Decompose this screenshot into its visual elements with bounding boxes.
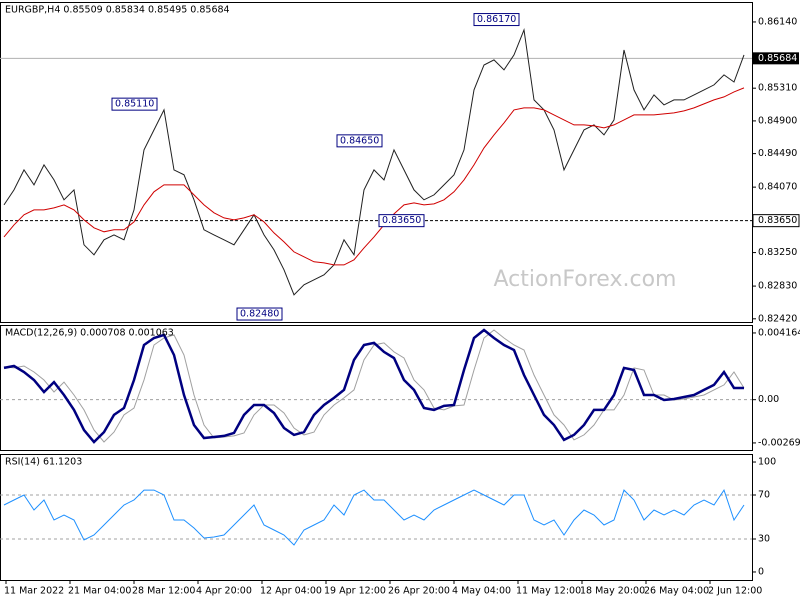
series-line	[3, 27, 745, 296]
annotation-label: 0.82480	[240, 309, 279, 320]
y-tick-label: 0.82420	[758, 313, 797, 324]
annotation-box	[378, 214, 425, 228]
annotation-label: 0.84650	[340, 135, 379, 146]
x-tick-label: 11 Mar 2022	[4, 586, 64, 597]
x-tick-label: 19 Apr 12:00	[324, 586, 386, 597]
x-tick-label: 11 May 12:00	[516, 586, 581, 597]
annotation-box	[111, 97, 158, 111]
y-tick-label: 0.84900	[758, 115, 797, 126]
series-line	[3, 488, 745, 546]
annotation-box	[236, 307, 283, 321]
annotation-label: 0.83650	[382, 215, 421, 226]
panel-title: RSI(14) 61.1203	[5, 457, 82, 468]
panel-frame	[0, 2, 753, 323]
y-tick-label: 70	[758, 490, 770, 501]
x-tick-label: 4 May 04:00	[452, 586, 511, 597]
y-tick-label: 0.004164	[758, 327, 800, 338]
annotation-box	[473, 13, 520, 27]
y-tick-label: 0.85310	[758, 83, 797, 94]
y-tick-label: 0.00	[758, 394, 779, 405]
series-line	[3, 87, 745, 266]
watermark: ActionForex.com	[494, 267, 677, 292]
y-tick-label: 0.82830	[758, 281, 797, 292]
x-tick-label: 28 Mar 12:00	[132, 586, 195, 597]
series-line	[3, 328, 744, 444]
annotation-box	[336, 134, 383, 148]
y-tick-label: 30	[758, 533, 770, 544]
current-price-box	[753, 52, 799, 65]
panel-title: EURGBP,H4 0.85509 0.85834 0.85495 0.8568…	[5, 5, 230, 16]
y-tick-label: 0	[758, 566, 764, 577]
support-label-box	[752, 214, 800, 228]
x-tick-label: 12 Apr 04:00	[260, 586, 322, 597]
panel-frame	[0, 454, 753, 581]
x-tick-label: 4 Apr 20:00	[196, 586, 252, 597]
x-tick-label: 26 Apr 20:00	[388, 586, 450, 597]
x-tick-label: 2 Jun 12:00	[708, 586, 762, 597]
x-tick-label: 18 May 20:00	[580, 586, 645, 597]
y-tick-label: -0.002699	[758, 437, 800, 448]
x-tick-label: 26 May 04:00	[644, 586, 709, 597]
current-price-label: 0.85684	[758, 53, 797, 64]
y-tick-label: 0.83250	[758, 247, 797, 258]
annotation-label: 0.86170	[477, 14, 516, 25]
panel-frame	[0, 325, 753, 451]
panel-title: MACD(12,26,9) 0.000708 0.001063	[5, 328, 174, 339]
series-line	[3, 329, 745, 443]
y-tick-label: 0.84070	[758, 182, 797, 193]
x-tick-label: 21 Mar 04:00	[68, 586, 131, 597]
y-tick-label: 0.86140	[758, 16, 797, 27]
annotation-label: 0.85110	[115, 99, 154, 110]
support-label: 0.83650	[758, 215, 797, 226]
y-tick-label: 0.84490	[758, 148, 797, 159]
y-tick-label: 100	[758, 457, 776, 468]
